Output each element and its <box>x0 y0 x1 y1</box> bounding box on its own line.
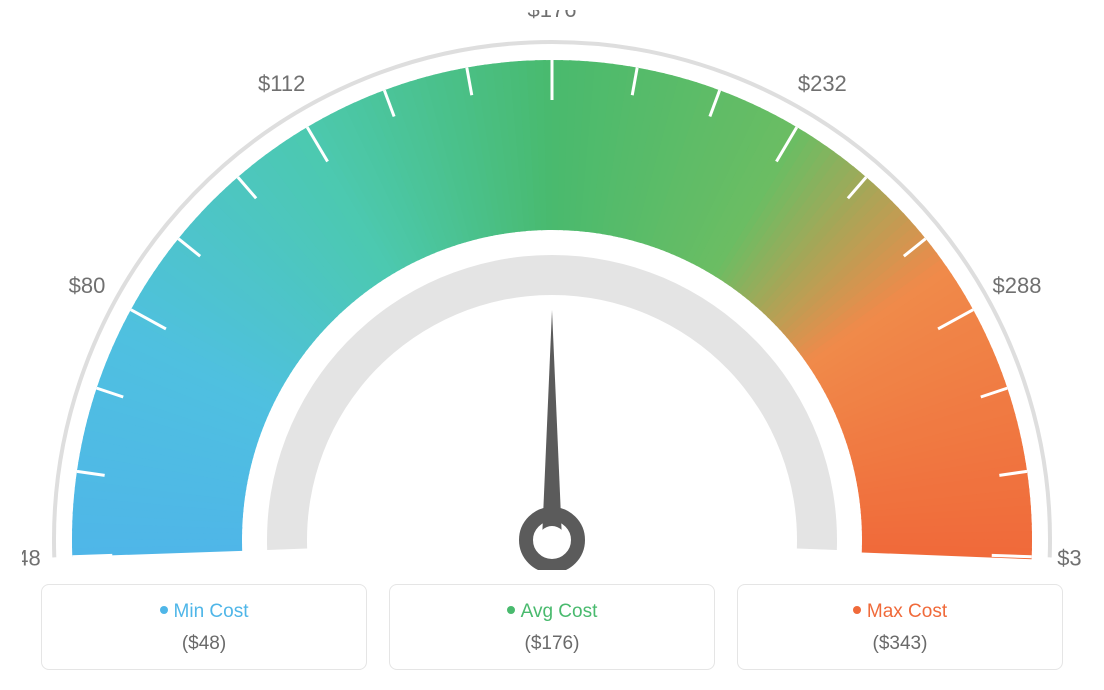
needle-hub-inner <box>538 526 566 554</box>
legend-dot-icon <box>853 606 861 614</box>
tick-label: $288 <box>993 273 1042 298</box>
legend-label-text: Max Cost <box>867 601 947 622</box>
legend-dot-icon <box>507 606 515 614</box>
legend-label: Avg Cost <box>390 601 714 623</box>
gauge-needle <box>542 310 562 540</box>
legend-card-min: Min Cost ($48) <box>41 584 367 670</box>
tick-label: $48 <box>22 545 41 570</box>
legend-card-max: Max Cost ($343) <box>737 584 1063 670</box>
legend-value: ($48) <box>42 633 366 655</box>
legend-label-text: Avg Cost <box>521 601 598 622</box>
tick-label: $343 <box>1057 545 1082 570</box>
legend-row: Min Cost ($48) Avg Cost ($176) Max Cost ($343… <box>41 584 1063 670</box>
tick-label: $80 <box>69 273 106 298</box>
gauge-svg: $48 $80 $112 $176 $232 $288 $343 <box>22 10 1082 570</box>
legend-card-avg: Avg Cost ($176) <box>389 584 715 670</box>
legend-dot-icon <box>160 606 168 614</box>
tick-label: $176 <box>528 10 577 22</box>
legend-label-text: Min Cost <box>174 601 249 622</box>
cost-gauge: $48 $80 $112 $176 $232 $288 $343 <box>22 10 1082 570</box>
legend-label: Max Cost <box>738 601 1062 623</box>
tick-label: $232 <box>798 71 847 96</box>
legend-value: ($176) <box>390 633 714 655</box>
tick-label: $112 <box>258 71 305 96</box>
legend-value: ($343) <box>738 633 1062 655</box>
legend-label: Min Cost <box>42 601 366 623</box>
